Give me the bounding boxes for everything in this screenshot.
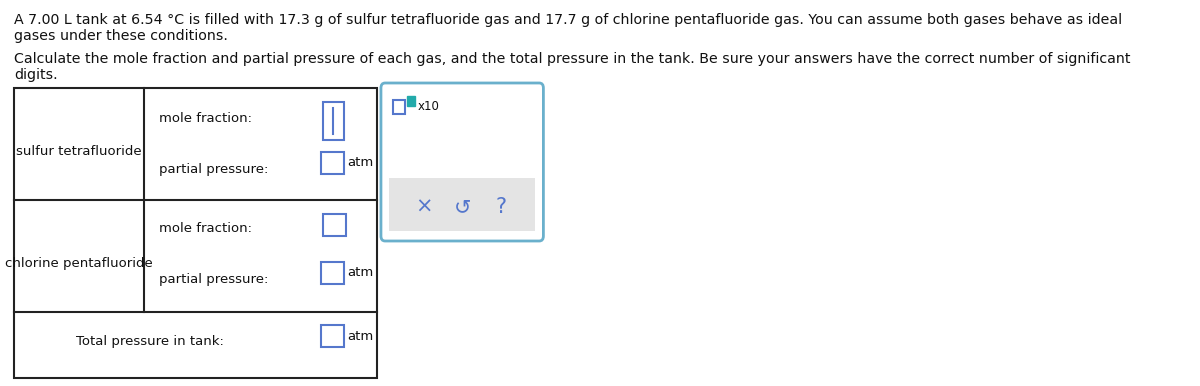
Text: Total pressure in tank:: Total pressure in tank:: [76, 335, 223, 347]
Text: atm: atm: [348, 330, 374, 342]
Bar: [14, 88, 377, 378]
Text: mole fraction:: mole fraction:: [158, 222, 252, 235]
Bar: [389, 178, 535, 231]
Text: mole fraction:: mole fraction:: [158, 112, 252, 125]
Text: ↺: ↺: [454, 197, 470, 217]
Text: atm: atm: [348, 266, 374, 279]
Text: digits.: digits.: [14, 68, 58, 82]
Bar: [320, 325, 344, 347]
Bar: [320, 152, 344, 174]
Bar: [407, 96, 415, 106]
FancyBboxPatch shape: [380, 83, 544, 241]
Text: sulfur tetrafluoride: sulfur tetrafluoride: [16, 146, 142, 158]
Bar: [320, 262, 344, 284]
Text: atm: atm: [348, 156, 374, 169]
Text: Calculate the mole fraction and partial pressure of each gas, and the total pres: Calculate the mole fraction and partial …: [14, 52, 1130, 66]
Text: chlorine pentafluoride: chlorine pentafluoride: [5, 257, 152, 270]
Bar: [394, 100, 406, 114]
Bar: [323, 214, 346, 236]
Text: partial pressure:: partial pressure:: [158, 273, 268, 286]
Text: ?: ?: [496, 197, 506, 217]
Text: partial pressure:: partial pressure:: [158, 163, 268, 176]
Text: x10: x10: [418, 100, 439, 113]
Bar: [323, 102, 344, 140]
Text: gases under these conditions.: gases under these conditions.: [14, 29, 228, 43]
Text: A 7.00 L tank at 6.54 °C is filled with 17.3 g of sulfur tetrafluoride gas and 1: A 7.00 L tank at 6.54 °C is filled with …: [14, 13, 1122, 27]
Text: ×: ×: [415, 197, 432, 217]
